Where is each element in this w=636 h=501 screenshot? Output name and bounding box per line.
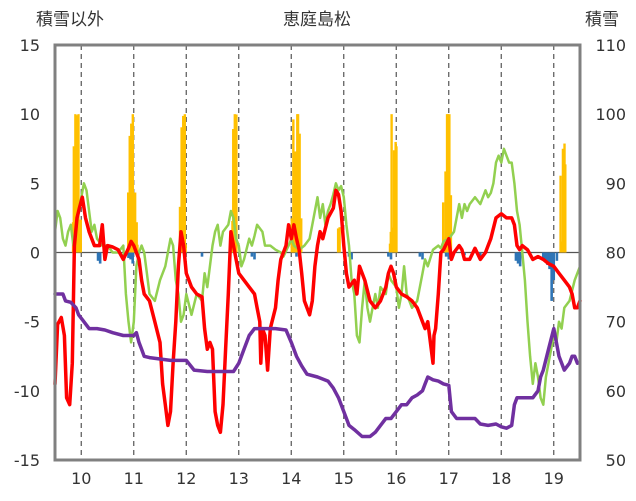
negative-bar [350,252,353,260]
snow-bar [77,114,80,253]
negative-bar [541,252,545,259]
negative-bar [548,252,551,270]
negative-bar [514,252,518,261]
negative-bar [516,252,520,264]
green-line [53,147,582,406]
snow-bar [564,164,567,253]
right-tick-label: 50 [606,451,626,470]
series-lines [53,147,582,439]
x-tick-label: 11 [124,469,144,488]
negative-bar [295,252,298,257]
snow-bar [448,114,451,253]
left-tick-label: 10 [20,105,40,124]
x-tick-label: 14 [281,469,301,488]
snow-bar [78,234,81,253]
negative-bar [421,252,424,260]
snow-bar [298,133,301,253]
negative-bar [131,252,134,264]
snow-bar [390,114,393,253]
negative-bar [478,252,482,257]
snow-bar [449,195,453,253]
snow-bar [184,244,187,253]
right-tick-label: 100 [595,105,626,124]
snow-bar [136,244,139,253]
purple-line [53,292,580,439]
negative-bar [546,252,549,265]
left-tick-label: 15 [20,36,40,55]
snow-bar [183,114,187,253]
x-tick-label: 18 [491,469,511,488]
x-tick-label: 13 [229,469,249,488]
plot-frame [53,43,582,462]
right-tick-label: 60 [606,382,626,401]
left-axis-ticks: 15 10 5 0 -5 -10 -15 [14,36,40,470]
left-axis-title: 積雪以外 [36,10,104,30]
snow-bar [133,192,137,253]
snow-bar [292,119,295,253]
x-tick-label: 15 [334,469,354,488]
negative-bar [96,252,100,261]
negative-bar [544,252,547,261]
right-tick-label: 90 [606,174,626,193]
snow-depth-bars [71,114,567,253]
snow-bar [336,228,340,253]
snow-bar [135,222,138,253]
left-tick-label: -15 [14,451,40,470]
snow-bar [180,127,183,253]
negative-bar [387,252,390,257]
negative-bar [127,252,130,259]
red-line [53,188,582,435]
x-tick-label: 12 [176,469,196,488]
left-tick-label: 5 [30,174,40,193]
negative-bar [253,252,256,260]
left-tick-label: -10 [14,382,40,401]
snow-bar [559,175,562,253]
snow-bar [132,223,135,253]
snow-bar [128,135,131,253]
negative-bar [389,252,393,260]
right-axis-title: 積雪 [585,10,619,30]
snow-bar [395,146,398,253]
negative-bar [518,252,522,267]
snow-bar [300,218,303,253]
negative-bar [129,252,132,260]
chart-title: 恵庭島松 [283,10,351,30]
right-axis-ticks: 110 100 90 80 70 60 50 [595,36,626,470]
x-tick-label: 10 [71,469,91,488]
negative-bar [200,252,204,257]
snow-bar [131,114,135,253]
right-tick-label: 70 [606,313,626,332]
snow-bar [235,114,238,253]
right-tick-label: 80 [606,244,626,263]
left-tick-label: 0 [30,244,40,263]
negative-bar [447,252,451,260]
snow-bar [338,227,341,253]
negative-bar [418,252,422,257]
negative-bar [555,252,559,261]
snow-bar [232,128,235,253]
negative-bar [550,252,553,301]
x-axis-ticks: 10 11 12 13 14 15 16 17 18 19 [71,469,564,488]
negative-bar [250,252,254,257]
snow-bar [79,219,82,253]
left-tick-label: -5 [24,313,40,332]
x-tick-label: 17 [439,469,459,488]
snow-bar [441,202,445,253]
right-tick-label: 110 [595,36,626,55]
negative-bar [444,252,448,257]
x-tick-label: 16 [386,469,406,488]
snow-bar [74,114,77,253]
x-tick-label: 19 [544,469,564,488]
negative-bar [98,252,102,264]
